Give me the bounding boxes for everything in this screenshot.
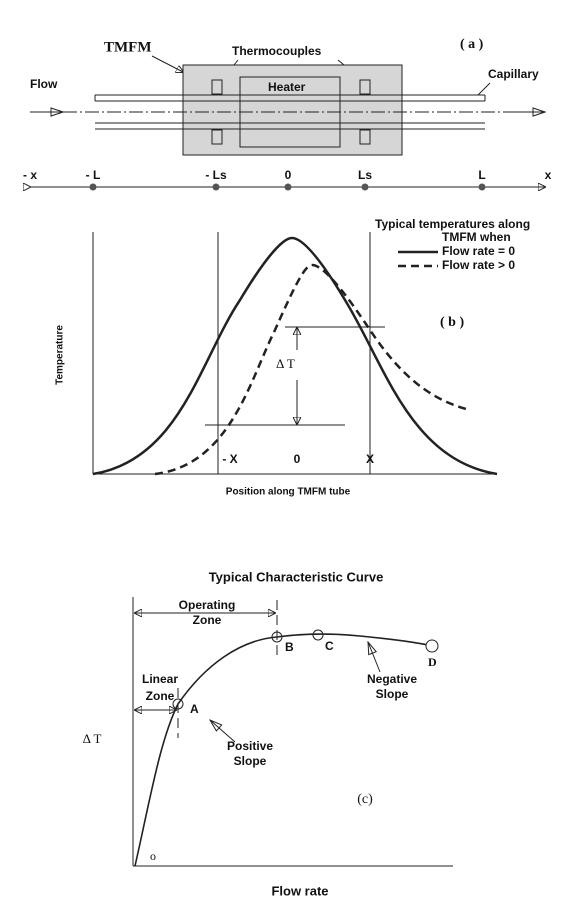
panel-label: (c) (357, 792, 373, 807)
axis-dot (212, 183, 220, 191)
axis-dot (284, 183, 292, 191)
thermocouple (211, 129, 223, 145)
x-axis-label: Flow rate (271, 883, 328, 898)
leader (477, 82, 491, 96)
axis-label: - x (23, 168, 37, 182)
axis-label: - L (86, 168, 101, 182)
legend-title: Typical temperatures along (375, 217, 530, 231)
thermocouple (359, 79, 371, 95)
curve-zero-flow (92, 236, 498, 476)
panel-c: Typical Characteristic Curve A B C D o O… (83, 569, 453, 898)
linear-zone: Linear (142, 672, 178, 686)
positive-slope: Slope (234, 754, 267, 768)
point-label: C (325, 639, 334, 653)
tick-label: - X (222, 452, 237, 466)
slope-arrow (368, 642, 381, 673)
point-label: A (190, 702, 199, 716)
axis-dot (361, 183, 369, 191)
axis-dot (478, 183, 486, 191)
axis-label: 0 (285, 168, 292, 182)
y-axis-label: Δ T (83, 731, 102, 746)
panel-b: Δ T ( b ) Typical temperatures along TMF… (55, 217, 531, 497)
chart-title: Typical Characteristic Curve (209, 569, 384, 584)
axis-label: - Ls (205, 168, 227, 182)
legend-subtitle: TMFM when (442, 230, 511, 244)
slope-arrow (210, 720, 236, 743)
axis-dot (89, 183, 97, 191)
tick-label: X (366, 452, 374, 466)
point-label: D (428, 655, 437, 669)
axis-label: x (545, 168, 552, 182)
thermocouple (359, 129, 371, 145)
y-axis-label: Temperature (55, 325, 66, 385)
flow-label: Flow (30, 77, 58, 91)
axis-label: L (478, 168, 485, 182)
operating-zone: Operating (179, 598, 236, 612)
delta-label: Δ T (276, 356, 295, 371)
tmfm-body (182, 64, 403, 156)
legend-entry: Flow rate > 0 (442, 258, 515, 272)
tmfm-pointer (151, 55, 183, 72)
origin-label: o (150, 849, 156, 863)
x-axis-label: Position along TMFM tube (226, 487, 351, 498)
operating-zone: Zone (193, 613, 222, 627)
panel-a: ( a ) TMFM Thermocouples Capillary Flow … (23, 37, 552, 190)
positive-slope: Positive (227, 739, 273, 753)
tick-label: 0 (294, 452, 301, 466)
negative-slope: Slope (376, 687, 409, 701)
legend-entry: Flow rate = 0 (442, 244, 515, 258)
tmfm-label: TMFM (104, 39, 151, 55)
thermocouples-label: Thermocouples (232, 44, 322, 58)
point-marker (425, 639, 439, 653)
capillary-label: Capillary (488, 67, 539, 81)
characteristic-curve (134, 633, 433, 867)
curve-flow (154, 263, 471, 476)
panel-label: ( a ) (460, 37, 484, 52)
point-label: B (285, 640, 294, 654)
panel-label: ( b ) (440, 315, 464, 330)
heater-label: Heater (268, 80, 306, 94)
linear-zone: Zone (146, 689, 175, 703)
axis-label: Ls (358, 168, 372, 182)
negative-slope: Negative (367, 672, 417, 686)
thermocouple (211, 79, 223, 95)
point-marker (312, 629, 324, 641)
